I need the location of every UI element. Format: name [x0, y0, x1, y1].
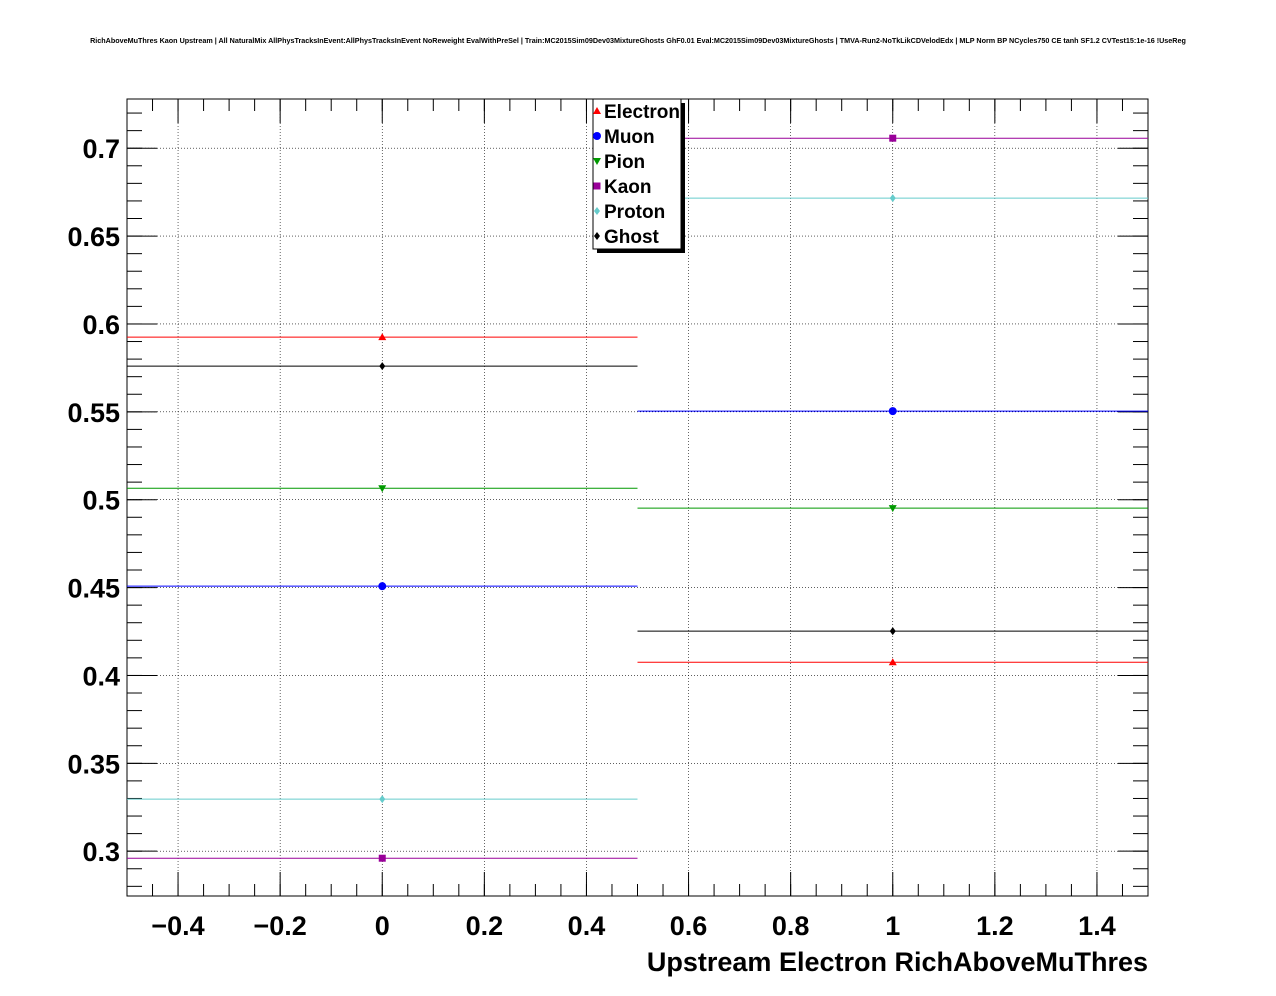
x-tick-label: 0.6 [670, 911, 708, 941]
legend-marker-muon [593, 132, 601, 140]
proton-point [889, 194, 896, 203]
ghost-point [889, 627, 896, 636]
legend-label-ghost: Ghost [604, 227, 660, 248]
x-axis-label: Upstream Electron RichAboveMuThres [647, 947, 1148, 977]
x-tick-label: 1.2 [976, 911, 1014, 941]
y-tick-label: 0.6 [82, 310, 120, 340]
y-tick-label: 0.3 [82, 837, 120, 867]
y-tick-label: 0.65 [67, 222, 120, 252]
x-tick-label: 0.8 [772, 911, 810, 941]
electron-point [378, 333, 387, 341]
proton-point [379, 795, 386, 804]
chart-title: RichAboveMuThres Kaon Upstream | All Nat… [90, 36, 1186, 45]
x-tick-label: 1.4 [1078, 911, 1116, 941]
muon-point [378, 582, 387, 591]
x-tick-label: −0.2 [253, 911, 306, 941]
legend-label-kaon: Kaon [604, 177, 652, 198]
y-tick-label: 0.55 [67, 398, 120, 428]
legend-marker-ghost [594, 232, 600, 240]
legend-marker-proton [594, 207, 600, 215]
legend-marker-kaon [593, 182, 601, 190]
legend-label-pion: Pion [604, 152, 645, 173]
kaon-point [378, 854, 386, 862]
legend-label-muon: Muon [604, 127, 655, 148]
electron-point [888, 658, 897, 666]
x-tick-label: −0.4 [151, 911, 204, 941]
legend-label-electron: Electron [604, 102, 680, 123]
ghost-point [379, 362, 386, 371]
pion-point [888, 505, 897, 513]
y-tick-label: 0.5 [82, 486, 120, 516]
y-tick-label: 0.35 [67, 749, 120, 779]
x-tick-label: 0 [375, 911, 390, 941]
legend-label-proton: Proton [604, 202, 665, 223]
pion-point [378, 485, 387, 493]
muon-point [888, 407, 897, 416]
y-tick-label: 0.45 [67, 574, 120, 604]
y-tick-label: 0.4 [82, 661, 120, 691]
x-tick-label: 0.2 [466, 911, 504, 941]
kaon-point [889, 134, 897, 142]
legend-marker-electron [593, 107, 601, 114]
x-tick-label: 1 [885, 911, 900, 941]
x-tick-label: 0.4 [568, 911, 606, 941]
legend-box [592, 98, 682, 250]
legend-marker-pion [593, 158, 601, 165]
y-tick-label: 0.7 [82, 134, 120, 164]
